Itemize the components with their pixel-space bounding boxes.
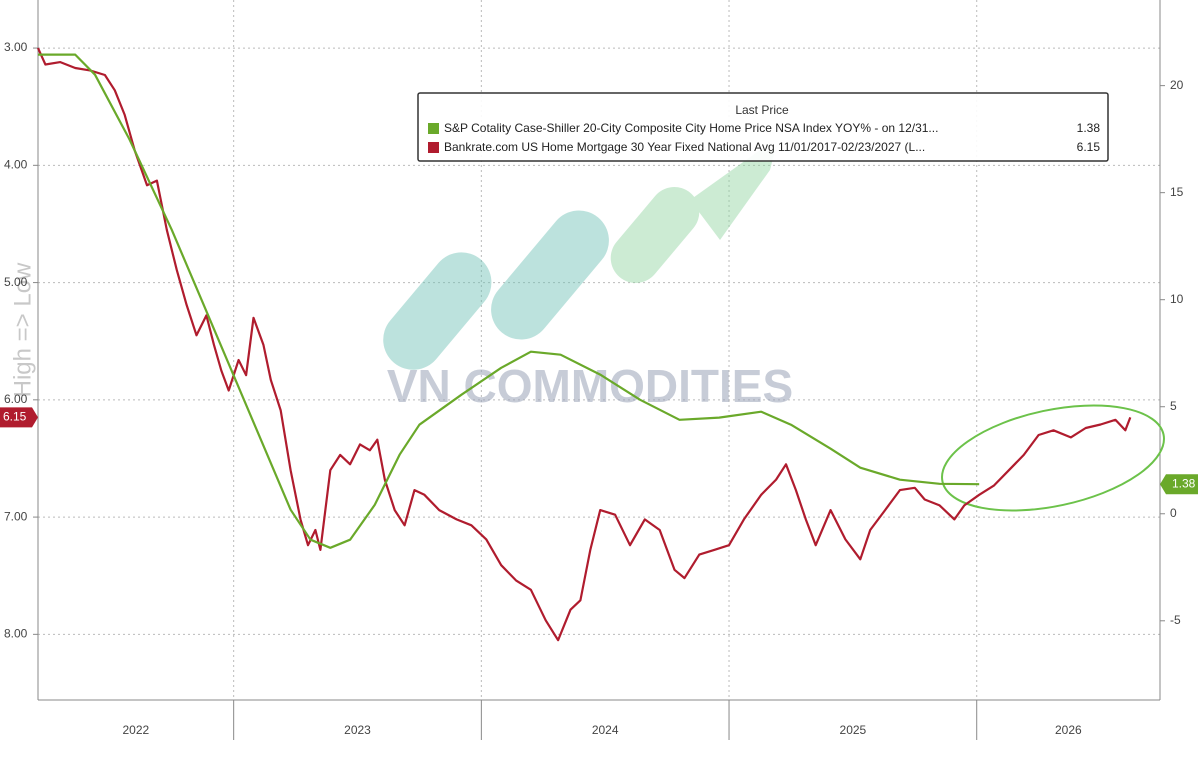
y2-tick-label: 10 — [1170, 292, 1184, 306]
last-value-tag — [1160, 474, 1198, 495]
y2-tick-label: 20 — [1170, 78, 1184, 92]
y-tick-label: 7.00 — [4, 509, 28, 523]
last-value-label: 1.38 — [1172, 476, 1196, 490]
y-tick-label: 4.00 — [4, 157, 28, 171]
x-tick-label: 2026 — [1055, 723, 1082, 737]
y-axis-label: High => Low — [9, 262, 36, 397]
x-tick-label: 2022 — [122, 723, 149, 737]
legend: Last Price S&P Cotality Case-Shiller 20-… — [417, 92, 1109, 162]
y2-tick-label: 0 — [1170, 506, 1177, 520]
legend-label: Bankrate.com US Home Mortgage 30 Year Fi… — [444, 140, 925, 154]
x-tick-label: 2025 — [840, 723, 867, 737]
y-tick-label: 3.00 — [4, 40, 28, 54]
x-tick-label: 2024 — [592, 723, 619, 737]
highlight-ellipse — [941, 404, 1165, 512]
series-line — [38, 53, 980, 549]
last-value-label: 6.15 — [3, 410, 27, 424]
legend-value: 1.38 — [1077, 121, 1101, 135]
legend-swatch — [428, 142, 439, 153]
y2-tick-label: 5 — [1170, 399, 1177, 413]
last-value-tag — [0, 407, 38, 428]
legend-title: Last Price — [735, 103, 789, 117]
legend-label: S&P Cotality Case-Shiller 20-City Compos… — [444, 121, 938, 135]
y2-tick-label: 15 — [1170, 185, 1184, 199]
watermark-logo — [383, 150, 775, 370]
y-tick-label: 5.00 — [4, 275, 28, 289]
y2-tick-label: -5 — [1170, 613, 1181, 627]
x-tick-label: 2023 — [344, 723, 371, 737]
y-tick-label: 8.00 — [4, 627, 28, 641]
legend-value: 6.15 — [1077, 140, 1101, 154]
y-tick-label: 6.00 — [4, 392, 28, 406]
legend-swatch — [428, 123, 439, 134]
series-line — [36, 47, 1132, 642]
